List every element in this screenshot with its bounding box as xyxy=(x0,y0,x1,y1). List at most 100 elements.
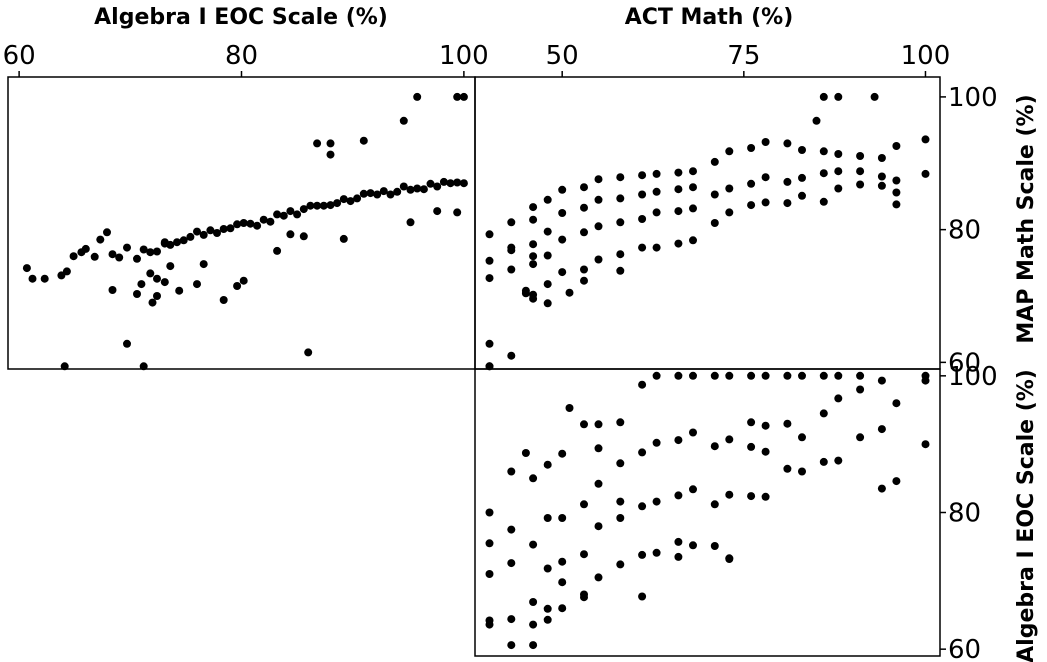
data-point xyxy=(674,537,683,546)
data-point xyxy=(108,250,117,259)
data-point xyxy=(115,253,124,262)
data-point xyxy=(103,228,111,237)
data-point xyxy=(638,190,647,199)
data-point xyxy=(304,348,313,357)
data-point xyxy=(892,176,901,185)
data-point xyxy=(543,604,552,613)
data-point xyxy=(399,116,408,125)
data-point xyxy=(22,264,31,273)
data-point xyxy=(616,173,625,182)
data-point xyxy=(406,218,415,227)
data-point xyxy=(319,201,328,210)
data-point xyxy=(123,243,131,252)
data-point xyxy=(507,467,516,476)
data-point xyxy=(286,207,295,216)
data-point xyxy=(459,179,468,188)
data-point xyxy=(783,177,792,186)
data-point xyxy=(60,362,69,371)
data-point xyxy=(834,184,843,193)
data-point xyxy=(856,371,865,380)
data-point xyxy=(123,339,131,348)
data-point xyxy=(543,615,552,624)
right-tick-label: 60 xyxy=(948,635,981,662)
top-axis-title-act: ACT Math (%) xyxy=(625,5,794,30)
data-point xyxy=(233,282,242,290)
right-tick-label: 60 xyxy=(948,348,981,378)
data-point xyxy=(652,208,661,217)
data-point xyxy=(877,484,886,493)
data-point xyxy=(856,152,865,160)
data-point xyxy=(594,479,603,488)
data-point xyxy=(921,169,930,178)
data-point xyxy=(783,139,792,148)
data-point xyxy=(638,380,647,389)
data-point xyxy=(565,288,574,297)
data-point xyxy=(783,199,792,208)
data-point xyxy=(393,187,402,196)
data-point xyxy=(725,208,734,217)
data-point xyxy=(146,269,155,278)
data-point xyxy=(892,399,901,408)
data-point xyxy=(485,570,494,578)
data-point xyxy=(286,230,295,239)
data-point xyxy=(674,552,683,561)
panel-map-vs-algebra xyxy=(7,76,476,371)
data-point xyxy=(166,262,175,271)
data-point xyxy=(529,540,538,549)
data-point xyxy=(193,227,201,236)
data-point xyxy=(206,226,215,235)
data-point xyxy=(199,260,208,269)
data-point xyxy=(90,252,99,261)
data-point xyxy=(652,169,661,178)
data-point xyxy=(819,92,828,101)
data-point xyxy=(638,592,647,601)
data-point xyxy=(674,168,683,177)
data-point xyxy=(689,428,697,437)
data-point xyxy=(580,500,588,509)
data-point xyxy=(638,448,647,457)
data-point xyxy=(761,492,770,501)
data-point xyxy=(594,255,603,264)
data-point xyxy=(306,201,315,210)
data-point xyxy=(193,280,201,289)
data-point xyxy=(366,189,375,198)
data-point xyxy=(543,460,552,469)
data-point xyxy=(616,459,625,468)
data-point xyxy=(856,385,865,394)
data-point xyxy=(638,171,647,180)
data-point xyxy=(798,467,806,476)
data-point xyxy=(638,243,647,252)
data-point xyxy=(419,185,428,194)
data-point xyxy=(580,183,588,192)
top-tick-labels-algebra: 60 80 100 xyxy=(3,41,489,77)
top-tick-label: 50 xyxy=(546,41,579,71)
top-tick-label: 100 xyxy=(439,41,489,71)
data-point xyxy=(373,190,382,199)
data-point xyxy=(529,215,538,224)
data-point xyxy=(529,474,538,483)
data-point xyxy=(446,179,455,188)
data-point xyxy=(279,211,288,220)
data-point xyxy=(856,167,865,176)
data-point xyxy=(616,250,625,259)
panel-frame xyxy=(474,368,941,657)
data-point xyxy=(616,418,625,427)
data-point xyxy=(313,139,322,148)
right-tick-label: 100 xyxy=(948,83,998,113)
data-point xyxy=(747,179,756,188)
data-point xyxy=(529,641,538,650)
data-point xyxy=(57,271,66,280)
data-point xyxy=(521,289,530,298)
data-point xyxy=(558,185,567,194)
data-point xyxy=(219,296,228,304)
data-point xyxy=(507,559,516,568)
data-point xyxy=(543,514,552,522)
data-point xyxy=(674,239,683,248)
data-point xyxy=(921,135,930,144)
data-point xyxy=(594,420,603,429)
data-point xyxy=(507,641,516,650)
data-point xyxy=(543,251,552,260)
data-point xyxy=(594,195,603,204)
data-point xyxy=(761,173,770,182)
data-point xyxy=(558,268,567,277)
